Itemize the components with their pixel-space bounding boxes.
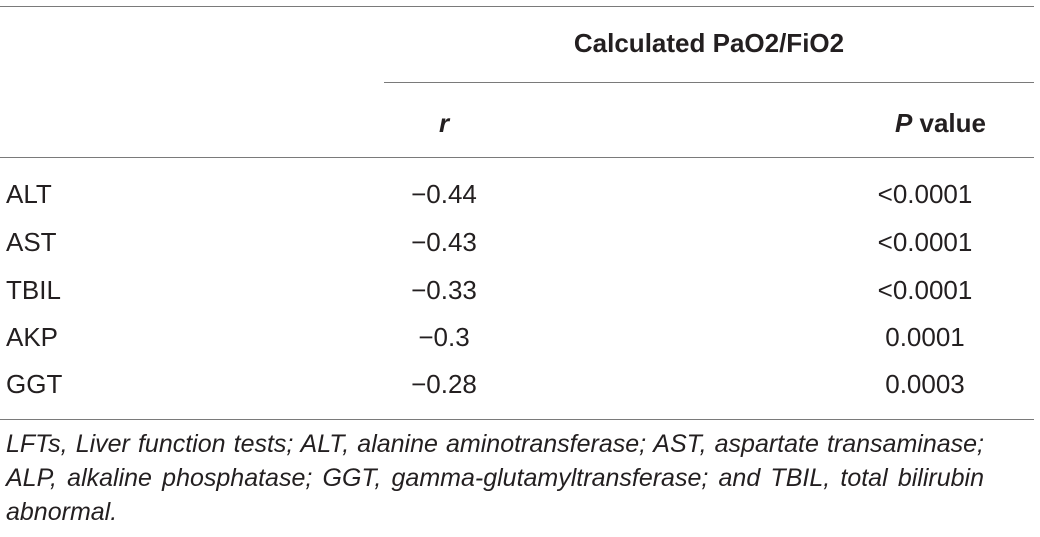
row-r-ast: −0.43 xyxy=(411,227,477,257)
row-label-alt: ALT xyxy=(6,179,52,209)
row-label-ggt: GGT xyxy=(6,369,63,399)
row-r-akp: −0.3 xyxy=(418,322,470,352)
table-footnote: LFTs, Liver function tests; ALT, alanine… xyxy=(6,430,984,526)
group-header: Calculated PaO2/FiO2 xyxy=(573,28,845,58)
row-label-akp: AKP xyxy=(6,322,59,352)
column-header-p-value: P value xyxy=(700,108,986,138)
row-r-ggt: −0.28 xyxy=(411,369,477,399)
column-header-p-italic: P xyxy=(894,108,913,138)
column-header-r-label: r xyxy=(438,108,450,138)
row-label-tbil: TBIL xyxy=(6,275,61,305)
table-bottom-rule xyxy=(0,419,1034,420)
row-r-alt: −0.44 xyxy=(411,179,477,209)
column-header-r: r xyxy=(384,108,504,138)
row-p-akp: 0.0001 xyxy=(885,322,965,352)
row-p-ast: <0.0001 xyxy=(877,227,973,257)
group-header-rule xyxy=(384,82,1034,83)
row-p-alt: <0.0001 xyxy=(877,179,973,209)
row-p-ggt: 0.0003 xyxy=(885,369,965,399)
row-p-tbil: <0.0001 xyxy=(877,275,973,305)
row-r-tbil: −0.33 xyxy=(411,275,477,305)
header-bottom-rule xyxy=(0,157,1034,158)
row-label-ast: AST xyxy=(6,227,57,257)
table-top-rule xyxy=(0,6,1034,7)
column-header-p-rest: value xyxy=(912,108,987,138)
